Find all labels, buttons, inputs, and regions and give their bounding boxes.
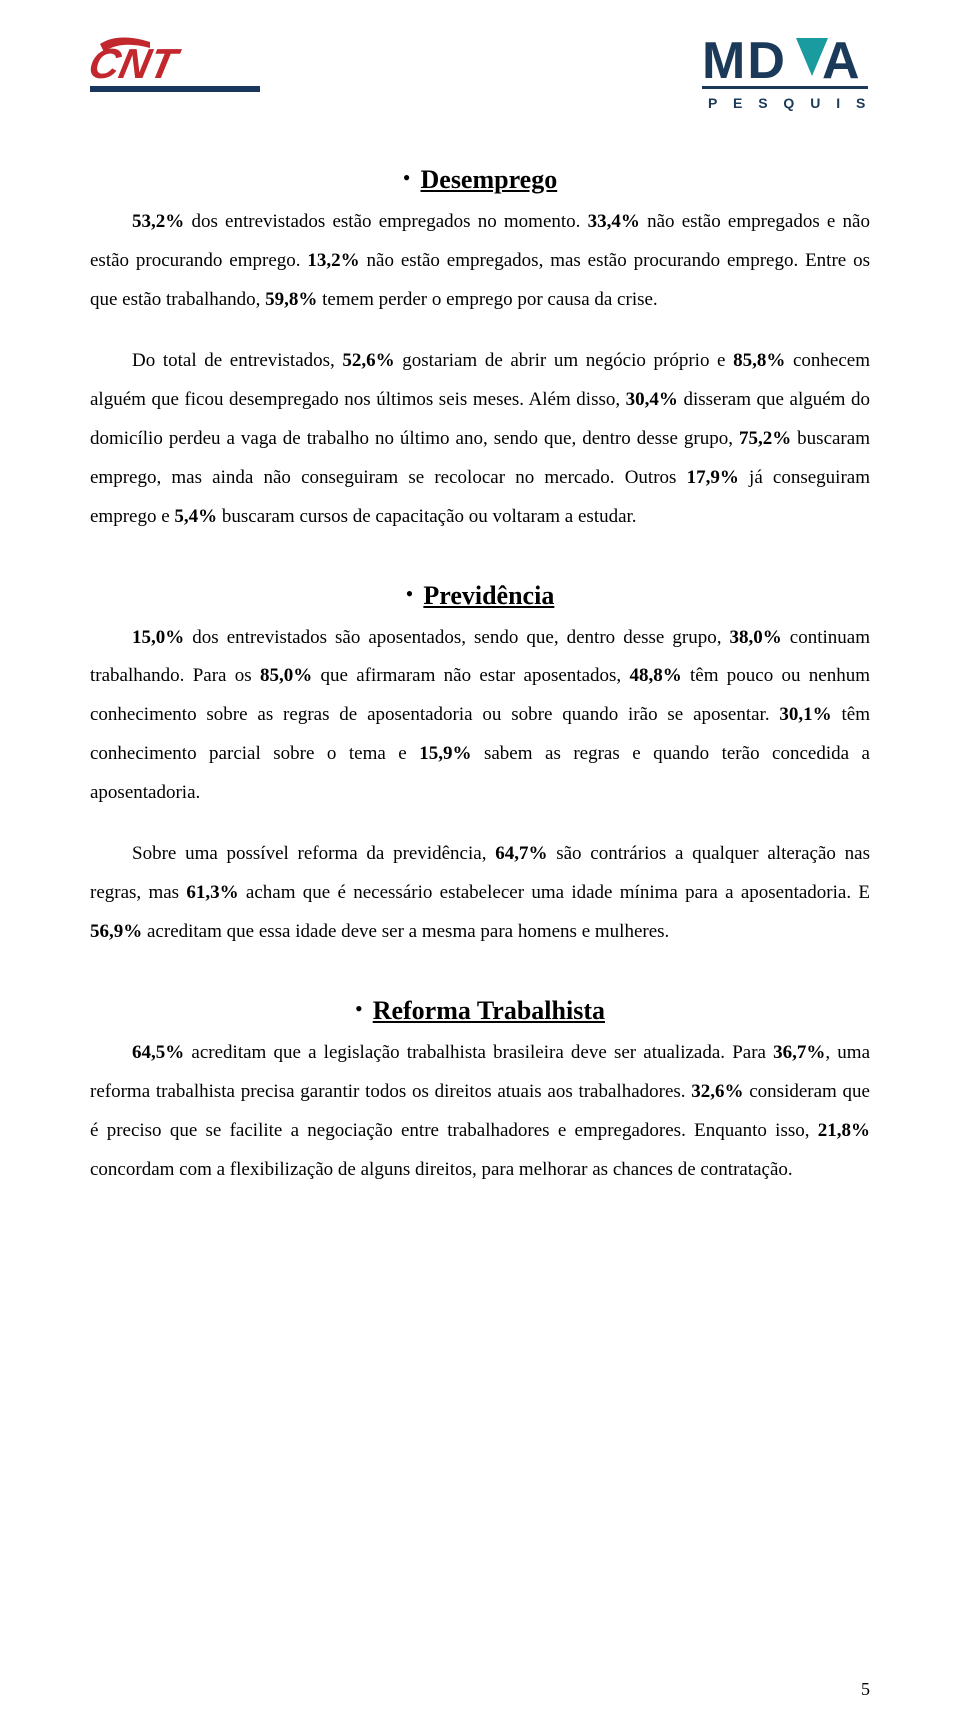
bullet-icon: • xyxy=(355,998,363,1020)
stat-value: 13,2% xyxy=(307,250,359,271)
stat-value: 64,7% xyxy=(495,843,547,864)
stat-value: 59,8% xyxy=(265,289,317,310)
stat-value: 64,5% xyxy=(132,1042,184,1063)
body-text: buscaram cursos de capacitação ou voltar… xyxy=(217,506,636,527)
stat-value: 61,3% xyxy=(186,882,238,903)
stat-value: 56,9% xyxy=(90,921,142,942)
body-text: acham que é necessário estabelecer uma i… xyxy=(239,882,870,903)
body-text: acreditam que a legislação trabalhista b… xyxy=(184,1042,773,1063)
section-title-previdencia: Previdência xyxy=(423,581,554,611)
paragraph-desemprego-2: Do total de entrevistados, 52,6% gostari… xyxy=(90,342,870,537)
page-number: 5 xyxy=(861,1679,870,1700)
page-container: CNT MD A P E S Q U I S A • Desemprego 53… xyxy=(0,0,960,1726)
paragraph-desemprego-1: 53,2% dos entrevistados estão empregados… xyxy=(90,203,870,320)
stat-value: 48,8% xyxy=(629,665,681,686)
stat-value: 85,0% xyxy=(260,665,312,686)
paragraph-reforma-1: 64,5% acreditam que a legislação trabalh… xyxy=(90,1034,870,1190)
stat-value: 15,0% xyxy=(132,627,184,648)
section-title-row-desemprego: • Desemprego xyxy=(90,155,870,203)
svg-text:CNT: CNT xyxy=(90,40,184,86)
stat-value: 5,4% xyxy=(174,506,217,527)
section-title-reforma: Reforma Trabalhista xyxy=(373,996,605,1026)
stat-value: 38,0% xyxy=(730,627,782,648)
paragraph-previdencia-2: Sobre uma possível reforma da previdênci… xyxy=(90,835,870,952)
svg-text:A: A xyxy=(822,32,860,90)
body-text: temem perder o emprego por causa da cris… xyxy=(317,289,657,310)
body-text: Sobre uma possível reforma da previdênci… xyxy=(132,843,495,864)
bullet-icon: • xyxy=(403,167,411,189)
body-text: que afirmaram não estar aposentados, xyxy=(312,665,629,686)
stat-value: 30,1% xyxy=(779,704,831,725)
stat-value: 21,8% xyxy=(818,1120,870,1141)
section-title-row-previdencia: • Previdência xyxy=(90,571,870,619)
body-text: Do total de entrevistados, xyxy=(132,350,342,371)
stat-value: 17,9% xyxy=(687,467,739,488)
body-text: concordam com a flexibilização de alguns… xyxy=(90,1159,793,1180)
section-title-row-reforma: • Reforma Trabalhista xyxy=(90,986,870,1034)
stat-value: 32,6% xyxy=(691,1081,743,1102)
body-text: dos entrevistados estão empregados no mo… xyxy=(184,211,587,232)
stat-value: 53,2% xyxy=(132,211,184,232)
stat-value: 30,4% xyxy=(626,389,678,410)
mda-logo-icon: MD A P E S Q U I S A xyxy=(700,30,870,115)
svg-text:P E S Q U I S A: P E S Q U I S A xyxy=(708,95,870,111)
body-text: gostariam de abrir um negócio próprio e xyxy=(395,350,733,371)
cnt-logo-icon: CNT xyxy=(90,30,270,100)
stat-value: 52,6% xyxy=(342,350,394,371)
body-text: dos entrevistados são aposentados, sendo… xyxy=(184,627,729,648)
stat-value: 33,4% xyxy=(588,211,640,232)
header-row: CNT MD A P E S Q U I S A xyxy=(90,30,870,115)
stat-value: 75,2% xyxy=(739,428,791,449)
stat-value: 85,8% xyxy=(733,350,785,371)
section-title-desemprego: Desemprego xyxy=(421,165,558,195)
stat-value: 36,7% xyxy=(773,1042,825,1063)
bullet-icon: • xyxy=(406,583,414,605)
paragraph-previdencia-1: 15,0% dos entrevistados são aposentados,… xyxy=(90,619,870,814)
body-text: acreditam que essa idade deve ser a mesm… xyxy=(142,921,669,942)
svg-text:MD: MD xyxy=(702,32,787,90)
stat-value: 15,9% xyxy=(419,743,471,764)
